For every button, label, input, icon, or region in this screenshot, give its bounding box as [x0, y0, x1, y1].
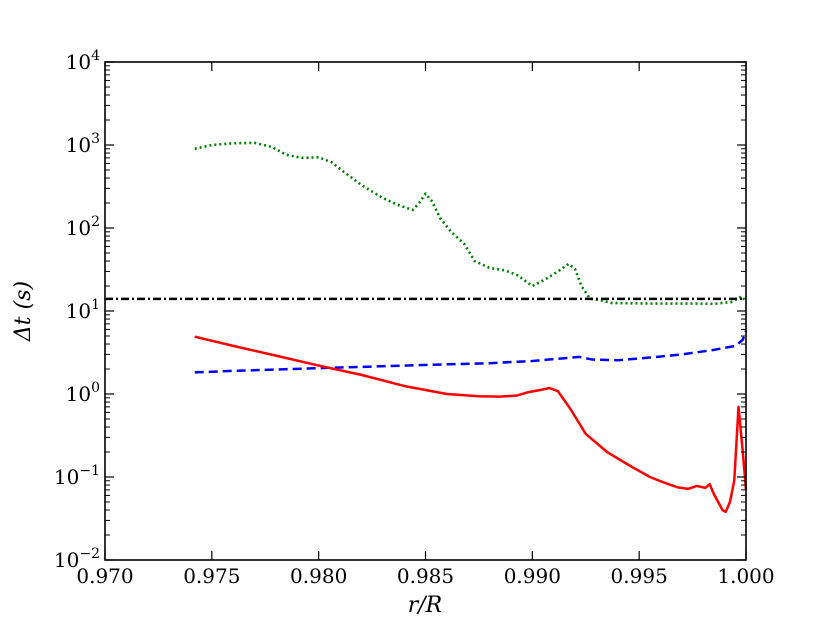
series-line-solid: [194, 335, 748, 514]
ticks-layer: [104, 61, 747, 561]
y-axis-label: Δt (s): [11, 281, 36, 342]
y-tick-base: 10: [54, 465, 79, 489]
x-tick-label: 0.980: [290, 564, 347, 588]
y-tick-label: 101: [66, 297, 100, 323]
tick-labels-layer: 0.970 0.975 0.980 0.985 0.990 0.995 1.00010−21…: [54, 48, 775, 588]
y-tick-exponent: 1: [91, 297, 100, 313]
plot-frame: [104, 61, 747, 561]
y-tick-base: 10: [66, 133, 91, 157]
y-tick-exponent: 4: [91, 48, 100, 64]
y-tick-base: 10: [66, 50, 91, 74]
y-tick-label: 103: [66, 131, 100, 157]
x-tick-label: 0.990: [504, 564, 561, 588]
x-axis-label: r/R: [408, 593, 443, 618]
y-tick-label: 102: [66, 214, 100, 240]
y-tick-exponent: −1: [79, 463, 100, 479]
y-tick-exponent: 0: [91, 380, 100, 396]
x-tick-label: 0.975: [183, 564, 240, 588]
x-tick-label: 1.000: [717, 564, 774, 588]
y-tick-base: 10: [54, 548, 79, 572]
y-tick-base: 10: [66, 299, 91, 323]
y-tick-exponent: 2: [91, 214, 100, 230]
y-tick-exponent: 3: [91, 131, 100, 147]
y-tick-base: 10: [66, 382, 91, 406]
series-line-dotted: [194, 141, 748, 306]
series-layer: [105, 141, 748, 514]
y-tick-base: 10: [66, 216, 91, 240]
y-tick-label: 104: [66, 48, 100, 74]
series-line-dashed: [194, 330, 748, 374]
y-tick-label: 100: [66, 380, 100, 406]
x-tick-label: 0.985: [397, 564, 454, 588]
x-tick-label: 0.970: [76, 564, 133, 588]
y-tick-label: 10−2: [54, 546, 100, 572]
y-tick-label: 10−1: [54, 463, 100, 489]
y-tick-exponent: −2: [79, 546, 100, 562]
x-tick-label: 0.995: [611, 564, 668, 588]
